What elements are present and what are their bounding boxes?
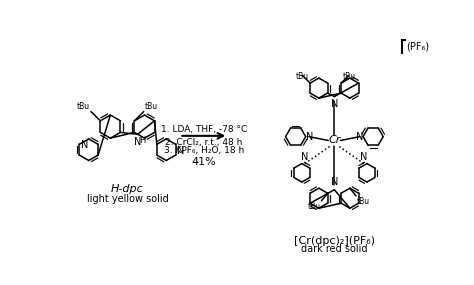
Text: 3. KPF₆, H₂O, 18 h: 3. KPF₆, H₂O, 18 h [164,146,244,155]
Text: tBu: tBu [145,102,158,111]
Text: Cr: Cr [328,135,340,145]
Text: N: N [306,132,313,142]
Text: N: N [356,132,363,142]
Text: N: N [360,152,367,162]
Text: H-dpc: H-dpc [111,184,144,194]
Text: H: H [139,136,146,145]
Text: N: N [331,99,338,109]
Text: 41%: 41% [191,157,216,167]
Text: 1. LDA, THF, -78 °C: 1. LDA, THF, -78 °C [161,125,247,134]
Text: N: N [331,178,338,188]
Text: tBu: tBu [77,102,90,111]
Text: (PF₆): (PF₆) [406,42,429,52]
Text: tBu: tBu [308,202,320,211]
Text: dark red solid: dark red solid [301,245,368,255]
Text: [Cr(dpc)₂](PF₆): [Cr(dpc)₂](PF₆) [294,236,375,246]
Text: N: N [81,141,88,150]
Text: tBu: tBu [343,72,356,81]
Text: light yellow solid: light yellow solid [87,194,168,203]
Text: N: N [134,137,141,146]
Text: 2. CrCl₂, r.t., 48 h: 2. CrCl₂, r.t., 48 h [165,138,243,147]
Text: tBu: tBu [357,198,370,206]
Text: tBu: tBu [295,72,309,81]
Text: N: N [301,152,309,162]
Text: N: N [177,146,184,156]
